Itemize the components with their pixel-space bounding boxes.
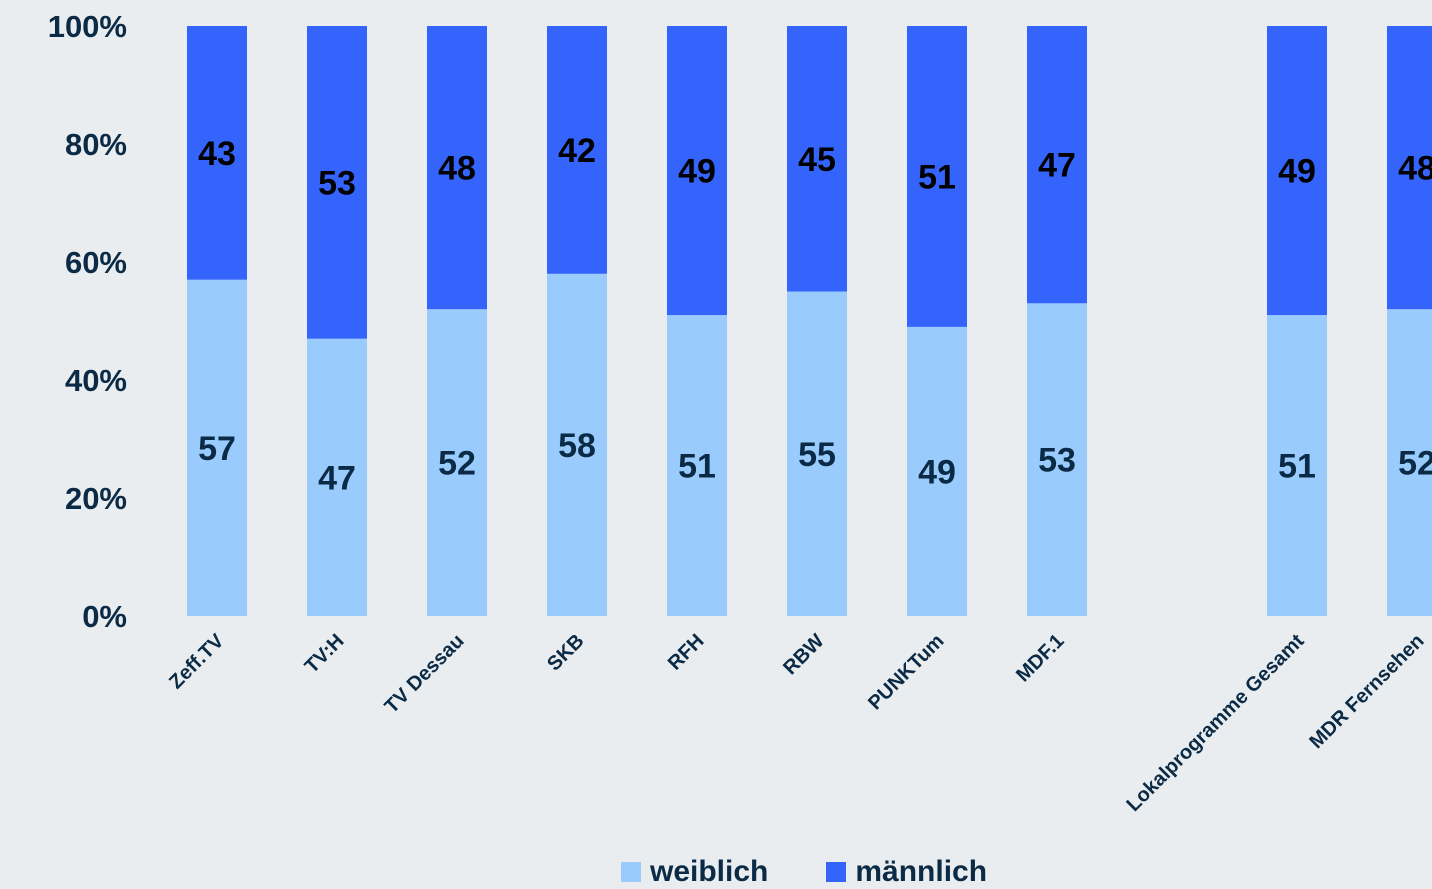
bars [187,26,1432,616]
bar-weiblich [667,315,727,616]
bar-weiblich [787,291,847,616]
bar-maennlich [1387,26,1432,310]
bar-weiblich [427,309,487,616]
y-tick-label: 80% [65,127,127,162]
x-tick-label: TV Dessau [381,630,469,718]
bar-weiblich [1027,303,1087,616]
bar-weiblich [547,273,607,616]
data-label-maennlich: 51 [918,158,956,196]
legend-swatch-weiblich [621,862,641,882]
bar-maennlich [787,26,847,292]
data-label-weiblich: 57 [198,430,236,468]
bar-maennlich [667,26,727,316]
legend-swatch-maennlich [826,862,847,882]
data-label-maennlich: 48 [1398,150,1432,188]
bar-maennlich [907,26,967,327]
x-tick-label: PUNKTum [864,630,948,714]
legend-label-maennlich: männlich [855,855,988,888]
bar-weiblich [1267,315,1327,616]
y-tick-label: 60% [65,245,127,280]
data-label-weiblich: 58 [558,427,596,465]
x-axis: Zeff.TV TV:H TV Dessau SKB RFH RBW PUNKTum MDF.… [165,630,1428,817]
x-tick-label: Lokalprogramme Gesamt [1122,630,1308,816]
y-tick-label: 40% [65,363,127,398]
bar-maennlich [427,26,487,310]
data-label-maennlich: 45 [798,141,836,179]
data-label-weiblich: 52 [1398,445,1432,483]
data-label-weiblich: 51 [1278,448,1316,486]
data-label-weiblich: 49 [918,453,956,491]
bar-maennlich [1027,26,1087,304]
data-label-maennlich: 53 [318,164,356,202]
x-tick-label: RFH [664,630,709,675]
bar-weiblich [907,326,967,616]
data-label-weiblich: 52 [438,445,476,483]
data-label-maennlich: 42 [558,132,596,170]
bar-maennlich [547,26,607,274]
bar-weiblich [307,338,367,616]
y-axis: 0% 20% 40% 60% 80% 100% [48,9,127,634]
legend: weiblich männlich [621,855,1045,889]
bar-maennlich [187,26,247,280]
x-tick-label: Zeff.TV [165,630,229,694]
data-label-maennlich: 43 [198,135,236,173]
y-tick-label: 0% [82,599,127,634]
y-tick-label: 20% [65,481,127,516]
x-tick-label: SKB [543,630,588,675]
x-tick-label: MDF.1 [1012,630,1068,686]
data-label-weiblich: 47 [318,459,356,497]
legend-item-weiblich: weiblich [621,855,768,889]
x-tick-label: MDR Fernsehen [1305,630,1428,753]
data-labels: 57 43 47 53 52 48 58 42 51 49 55 45 49 51 53 47 51 49 52 48 [198,132,1432,497]
legend-item-maennlich: männlich [826,855,987,889]
data-label-maennlich: 49 [678,153,716,191]
data-label-maennlich: 48 [438,150,476,188]
data-label-maennlich: 49 [1278,153,1316,191]
data-label-weiblich: 51 [678,448,716,486]
bar-weiblich [1387,309,1432,616]
data-label-maennlich: 47 [1038,147,1076,185]
bar-maennlich [307,26,367,339]
data-label-weiblich: 55 [798,436,836,474]
x-tick-label: TV:H [301,630,349,678]
bar-weiblich [187,279,247,616]
legend-label-weiblich: weiblich [650,855,769,888]
bar-maennlich [1267,26,1327,316]
y-tick-label: 100% [48,9,127,44]
data-label-weiblich: 53 [1038,442,1076,480]
x-tick-label: RBW [779,630,828,679]
